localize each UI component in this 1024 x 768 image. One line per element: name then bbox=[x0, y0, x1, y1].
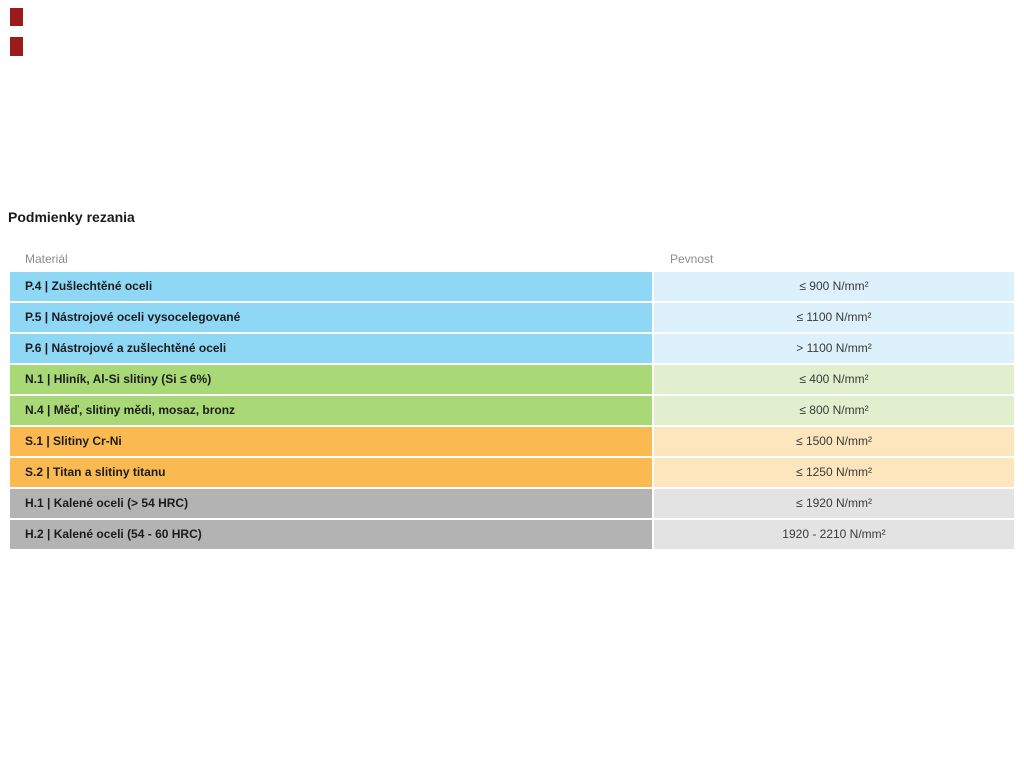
material-cell: H.1 | Kalené oceli (> 54 HRC) bbox=[10, 489, 652, 518]
table-row: P.5 | Nástrojové oceli vysocelegované ≤ … bbox=[10, 303, 1014, 332]
pevnost-cell: ≤ 800 N/mm² bbox=[654, 396, 1014, 425]
table-row: P.4 | Zušlechtěné oceli ≤ 900 N/mm² bbox=[10, 272, 1014, 301]
table-row: N.4 | Měď, slitiny mědi, mosaz, bronz ≤ … bbox=[10, 396, 1014, 425]
pevnost-cell: ≤ 1920 N/mm² bbox=[654, 489, 1014, 518]
table-row: S.1 | Slitiny Cr-Ni ≤ 1500 N/mm² bbox=[10, 427, 1014, 456]
material-cell: P.6 | Nástrojové a zušlechtěné oceli bbox=[10, 334, 652, 363]
page-title: Podmienky rezania bbox=[8, 209, 135, 225]
pevnost-cell: ≤ 1500 N/mm² bbox=[654, 427, 1014, 456]
table-header-row: Materiál Pevnost bbox=[10, 245, 1014, 272]
table-row: N.1 | Hliník, Al-Si slitiny (Si ≤ 6%) ≤ … bbox=[10, 365, 1014, 394]
table-row: H.1 | Kalené oceli (> 54 HRC) ≤ 1920 N/m… bbox=[10, 489, 1014, 518]
table-row: H.2 | Kalené oceli (54 - 60 HRC) 1920 - … bbox=[10, 520, 1014, 549]
material-cell: S.1 | Slitiny Cr-Ni bbox=[10, 427, 652, 456]
logo-mark-bottom bbox=[10, 37, 23, 56]
table-row: P.6 | Nástrojové a zušlechtěné oceli > 1… bbox=[10, 334, 1014, 363]
table-row: S.2 | Titan a slitiny titanu ≤ 1250 N/mm… bbox=[10, 458, 1014, 487]
pevnost-cell: ≤ 400 N/mm² bbox=[654, 365, 1014, 394]
pevnost-cell: ≤ 1250 N/mm² bbox=[654, 458, 1014, 487]
pevnost-cell: ≤ 1100 N/mm² bbox=[654, 303, 1014, 332]
material-cell: H.2 | Kalené oceli (54 - 60 HRC) bbox=[10, 520, 652, 549]
pevnost-cell: ≤ 900 N/mm² bbox=[654, 272, 1014, 301]
material-cell: N.4 | Měď, slitiny mědi, mosaz, bronz bbox=[10, 396, 652, 425]
material-cell: P.4 | Zušlechtěné oceli bbox=[10, 272, 652, 301]
pevnost-cell: 1920 - 2210 N/mm² bbox=[654, 520, 1014, 549]
column-header-material: Materiál bbox=[25, 251, 68, 266]
pevnost-cell: > 1100 N/mm² bbox=[654, 334, 1014, 363]
logo-mark-top bbox=[10, 8, 23, 26]
material-cell: S.2 | Titan a slitiny titanu bbox=[10, 458, 652, 487]
material-cell: N.1 | Hliník, Al-Si slitiny (Si ≤ 6%) bbox=[10, 365, 652, 394]
material-cell: P.5 | Nástrojové oceli vysocelegované bbox=[10, 303, 652, 332]
column-header-pevnost: Pevnost bbox=[670, 251, 714, 266]
cutting-conditions-table: Materiál Pevnost P.4 | Zušlechtěné oceli… bbox=[10, 245, 1014, 551]
